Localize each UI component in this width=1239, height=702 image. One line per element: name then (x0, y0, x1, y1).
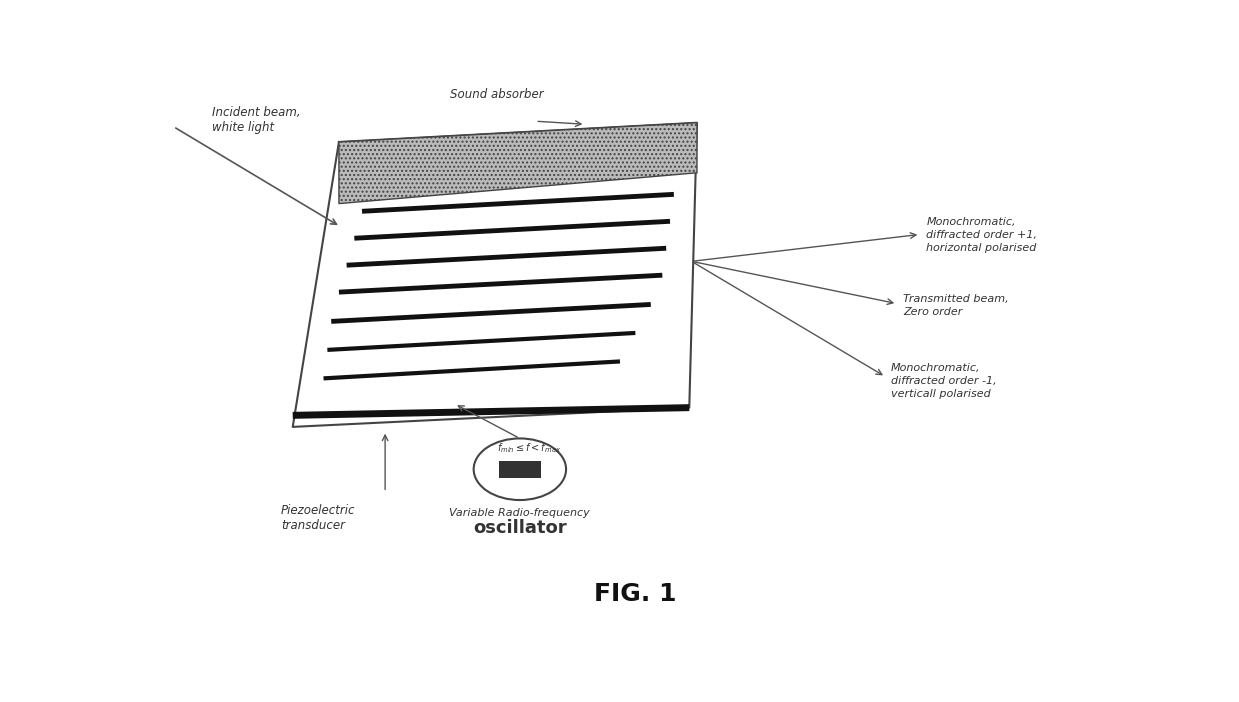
Text: Transmitted beam,
Zero order: Transmitted beam, Zero order (903, 293, 1009, 317)
Text: Variable Radio-frequency: Variable Radio-frequency (450, 508, 590, 518)
Text: Piezoelectric
transducer: Piezoelectric transducer (281, 504, 356, 532)
Text: Monochromatic,
diffracted order +1,
horizontal polarised: Monochromatic, diffracted order +1, hori… (927, 217, 1037, 253)
Text: Incident beam,
white light: Incident beam, white light (212, 106, 301, 134)
Text: Monochromatic,
diffracted order -1,
verticall polarised: Monochromatic, diffracted order -1, vert… (891, 363, 996, 399)
Text: Sound absorber: Sound absorber (450, 88, 544, 101)
Text: $f_{min} \leq f < f_{max}$: $f_{min} \leq f < f_{max}$ (497, 441, 561, 455)
FancyBboxPatch shape (498, 461, 541, 477)
Polygon shape (339, 123, 698, 204)
Text: oscillator: oscillator (473, 519, 566, 537)
Text: FIG. 1: FIG. 1 (595, 582, 676, 606)
